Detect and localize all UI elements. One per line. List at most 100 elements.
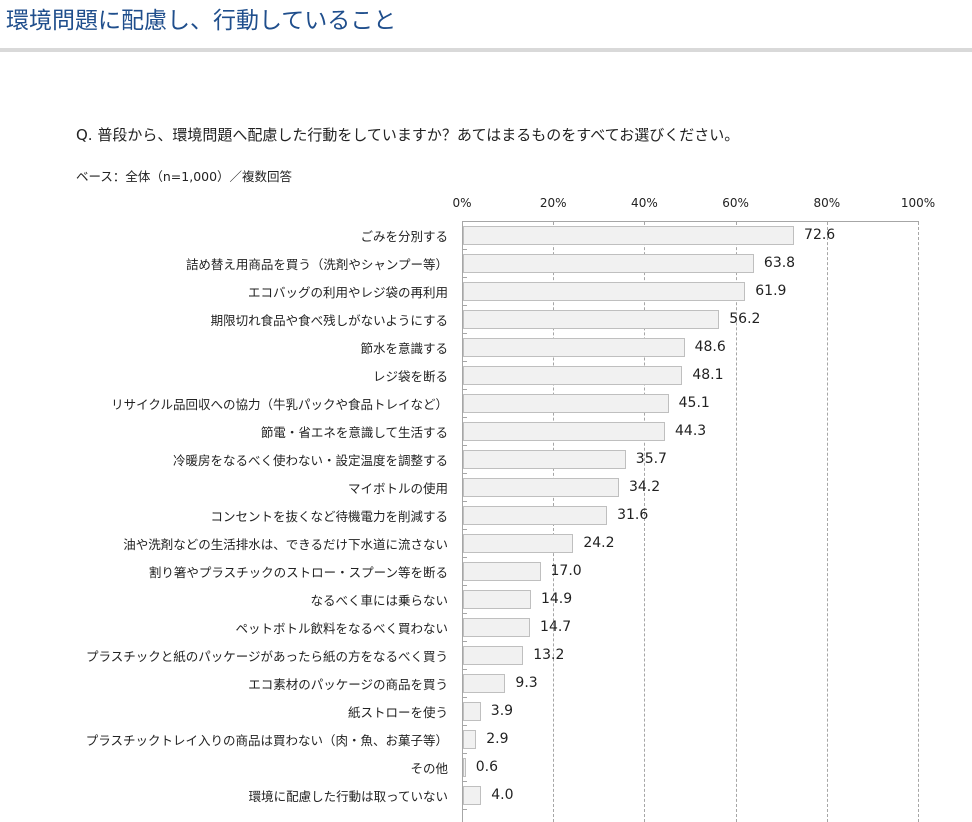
- value-label: 0.6: [475, 759, 498, 775]
- y-axis-tick: [462, 389, 467, 390]
- y-axis-tick: [462, 249, 467, 250]
- bar: [463, 786, 482, 805]
- bar: [463, 282, 746, 301]
- survey-question: Q. 普段から、環境問題へ配慮した行動をしていますか？あてはまるものをすべてお選…: [76, 126, 740, 144]
- category-label: エコ素材のパッケージの商品を買う: [248, 677, 448, 692]
- bar-chart: 0% 20% 40% 60% 80% 100% ごみを分別する 72.6 詰め替え用商品を買う…: [0, 196, 972, 822]
- bar: [463, 534, 574, 553]
- category-label: エコバッグの利用やレジ袋の再利用: [247, 285, 448, 300]
- y-axis-tick: [462, 529, 467, 530]
- bar: [463, 338, 685, 357]
- y-axis-tick: [462, 417, 467, 418]
- category-label: その他: [410, 761, 448, 776]
- y-axis-tick: [462, 277, 467, 278]
- title-separator: [0, 48, 972, 52]
- chart-row: エコバッグの利用やレジ袋の再利用 61.9: [0, 278, 972, 306]
- value-label: 3.9: [490, 703, 514, 719]
- chart-row: ごみを分別する 72.6: [0, 222, 972, 250]
- survey-base-note: ベース：全体（n=1,000）／複数回答: [76, 169, 293, 184]
- bar: [463, 702, 481, 721]
- bar: [463, 422, 665, 441]
- value-label: 14.9: [540, 591, 573, 607]
- value-label: 31.6: [617, 507, 649, 523]
- bar: [463, 394, 669, 413]
- y-axis-tick: [462, 333, 467, 334]
- category-label: 節電・省エネを意識して生活する: [260, 425, 448, 440]
- value-label: 45.1: [678, 395, 710, 411]
- value-label: 14.7: [540, 619, 572, 635]
- category-label: プラスチックトレイ入りの商品は買わない（肉・魚、お菓子等）: [85, 733, 448, 748]
- value-label: 56.2: [729, 311, 761, 327]
- y-axis-tick: [462, 781, 467, 782]
- chart-row: 紙ストローを使う 3.9: [0, 698, 972, 726]
- y-axis-tick: [462, 305, 467, 306]
- value-label: 4.0: [491, 787, 514, 803]
- chart-row: プラスチックと紙のパッケージがあったら紙の方をなるべく買う 13.2: [0, 642, 972, 670]
- value-label: 24.2: [583, 535, 615, 551]
- bar: [463, 618, 531, 637]
- chart-row: リサイクル品回収への協力（牛乳パックや食品トレイなど） 45.1: [0, 390, 972, 418]
- chart-row: エコ素材のパッケージの商品を買う 9.3: [0, 670, 972, 698]
- category-label: 期限切れ食品や食べ残しがないようにする: [210, 313, 448, 328]
- value-label: 17.0: [550, 563, 582, 579]
- gridline: [735, 222, 737, 822]
- chart-row: マイボトルの使用 34.2: [0, 474, 972, 502]
- chart-row: レジ袋を断る 48.1: [0, 362, 972, 390]
- x-tick-label: 40%: [631, 196, 658, 210]
- chart-row: ペットボトル飲料をなるべく買わない 14.7: [0, 614, 972, 642]
- category-label: 環境に配慮した行動は取っていない: [248, 789, 448, 804]
- category-label: 紙ストローを使う: [347, 705, 448, 720]
- category-label: マイボトルの使用: [347, 481, 448, 496]
- chart-row: プラスチックトレイ入りの商品は買わない（肉・魚、お菓子等） 2.9: [0, 726, 972, 754]
- category-label: ペットボトル飲料をなるべく買わない: [235, 621, 448, 636]
- bar: [463, 730, 477, 749]
- chart-row: 冷暖房をなるべく使わない・設定温度を調整する 35.7: [0, 446, 972, 474]
- category-label: なるべく車には乗らない: [310, 593, 448, 608]
- y-axis-tick: [462, 641, 467, 642]
- category-label: 油や洗剤などの生活排水は、できるだけ下水道に流さない: [123, 537, 448, 552]
- chart-row: 環境に配慮した行動は取っていない 4.0: [0, 782, 972, 810]
- bar: [463, 226, 795, 245]
- chart-row: 節水を意識する 48.6: [0, 334, 972, 362]
- bar: [463, 366, 683, 385]
- value-label: 61.9: [755, 283, 787, 299]
- x-tick-label: 0%: [452, 196, 472, 210]
- page-title: 環境問題に配慮し、行動していること: [6, 8, 397, 34]
- bar: [463, 254, 754, 273]
- y-axis-tick: [462, 753, 467, 754]
- x-tick-label: 80%: [813, 196, 841, 210]
- y-axis-tick: [462, 361, 467, 362]
- y-axis-tick: [462, 613, 467, 614]
- category-label: プラスチックと紙のパッケージがあったら紙の方をなるべく買う: [85, 649, 448, 664]
- bar: [463, 590, 531, 609]
- category-label: 詰め替え用商品を買う（洗剤やシャンプー等）: [185, 257, 448, 272]
- chart-row: コンセントを抜くなど待機電力を削減する 31.6: [0, 502, 972, 530]
- category-label: レジ袋を断る: [372, 369, 448, 384]
- chart-row: 油や洗剤などの生活排水は、できるだけ下水道に流さない 24.2: [0, 530, 972, 558]
- chart-row: 割り箸やプラスチックのストロー・スプーン等を断る 17.0: [0, 558, 972, 586]
- value-label: 72.6: [804, 227, 836, 243]
- chart-row: 詰め替え用商品を買う（洗剤やシャンプー等） 63.8: [0, 250, 972, 278]
- category-label: 節水を意識する: [360, 341, 448, 356]
- gridline: [644, 222, 646, 822]
- bar: [463, 478, 619, 497]
- value-label: 13.2: [533, 647, 565, 663]
- y-axis-tick: [462, 473, 467, 474]
- value-label: 9.3: [515, 675, 538, 691]
- gridline: [918, 222, 919, 822]
- bar: [463, 674, 506, 693]
- bar: [463, 506, 608, 525]
- y-axis-tick: [462, 697, 467, 698]
- x-tick-label: 60%: [722, 196, 749, 210]
- y-axis-tick: [462, 725, 467, 726]
- value-label: 35.7: [635, 451, 667, 467]
- value-label: 2.9: [486, 731, 509, 747]
- y-axis-tick: [462, 557, 467, 558]
- y-axis-tick: [462, 585, 467, 586]
- value-label: 63.8: [763, 255, 796, 271]
- bar: [463, 310, 720, 329]
- category-label: リサイクル品回収への協力（牛乳パックや食品トレイなど）: [111, 397, 448, 412]
- y-axis-tick: [462, 669, 467, 670]
- value-label: 34.2: [628, 479, 661, 495]
- value-label: 48.1: [692, 367, 724, 383]
